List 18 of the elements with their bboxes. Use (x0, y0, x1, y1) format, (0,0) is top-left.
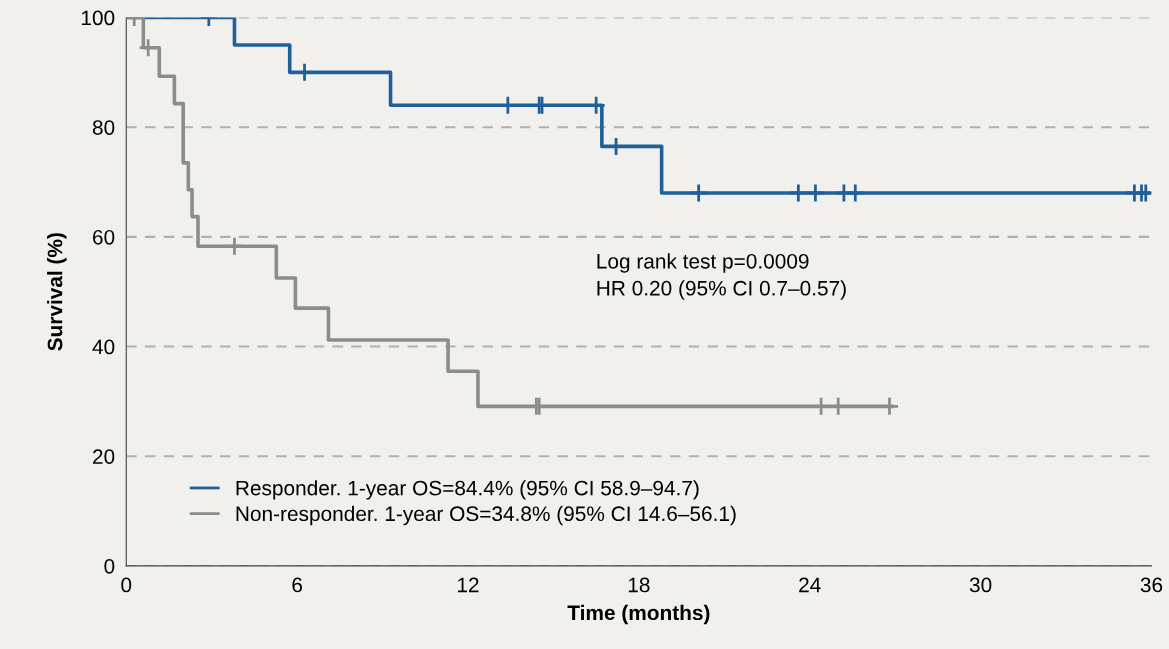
x-axis-title: Time (months) (567, 604, 710, 625)
x-tick-label: 24 (799, 577, 821, 593)
y-tick-label: 0 (104, 558, 115, 574)
y-tick-label: 60 (93, 229, 115, 245)
annotation: Log rank test p=0.0009 HR 0.20 (95% CI 0.7–0.57) (597, 253, 846, 300)
y-tick-label: 100 (81, 10, 115, 26)
x-tick-label: 18 (628, 577, 650, 593)
y-axis-title: Survival (%) (47, 233, 67, 351)
x-tick-label: 30 (969, 577, 992, 593)
y-tick-label: 40 (92, 339, 115, 355)
x-tick-label: 36 (1140, 577, 1163, 593)
legend-label: Responder. 1-year OS=84.4% (95% CI 58.9–94.7) (236, 480, 699, 500)
y-tick-label: 80 (92, 120, 115, 135)
x-tick-label: 0 (121, 577, 132, 593)
y-tick-label: 20 (93, 449, 115, 464)
x-tick-label: 6 (292, 577, 302, 593)
x-tick-label: 12 (457, 577, 479, 593)
legend-label: Non-responder. 1-year OS=34.8% (95% CI 14.6–56.1) (236, 505, 736, 526)
